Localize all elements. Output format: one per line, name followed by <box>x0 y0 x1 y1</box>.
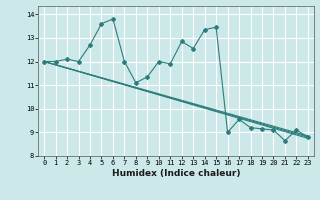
X-axis label: Humidex (Indice chaleur): Humidex (Indice chaleur) <box>112 169 240 178</box>
